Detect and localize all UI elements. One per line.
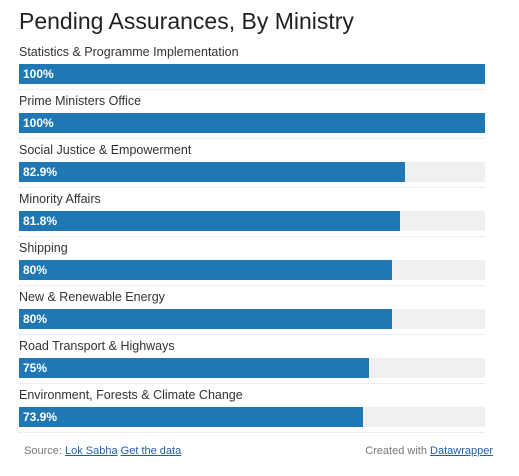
bar-track: 80% (19, 260, 485, 280)
bar-value-label: 80% (23, 312, 48, 326)
row-divider (19, 383, 485, 384)
created-label: Created with (365, 445, 427, 457)
category-label: Prime Ministers Office (19, 94, 142, 108)
row-divider (19, 334, 485, 335)
credit-line: Created with Datawrapper (365, 445, 493, 457)
row-divider (19, 187, 485, 188)
bar (19, 211, 401, 231)
category-label: Social Justice & Empowerment (19, 143, 192, 157)
bar (19, 358, 369, 378)
category-label: Road Transport & Highways (19, 339, 175, 353)
datawrapper-link[interactable]: Datawrapper (430, 445, 493, 457)
category-label: Minority Affairs (19, 192, 101, 206)
bar-row: Shipping 80% (19, 240, 485, 289)
bar-value-label: 82.9% (23, 165, 58, 179)
bar (19, 309, 392, 329)
category-label: Environment, Forests & Climate Change (19, 388, 243, 402)
row-divider (19, 138, 485, 139)
bar-value-label: 73.9% (23, 410, 58, 424)
bar (19, 260, 392, 280)
bar-row: Social Justice & Empowerment 82.9% (19, 142, 485, 191)
bar-row: Environment, Forests & Climate Change 73.… (19, 387, 485, 436)
bar-value-label: 80% (23, 263, 48, 277)
row-divider (19, 432, 485, 433)
source-label: Source: (24, 445, 62, 457)
chart-title: Pending Assurances, By Ministry (19, 8, 354, 34)
bar-track: 100% (19, 64, 485, 84)
row-divider (19, 236, 485, 237)
bar-track: 73.9% (19, 407, 485, 427)
bar-value-label: 100% (23, 67, 54, 81)
category-label: Statistics & Programme Implementation (19, 45, 239, 59)
bar-rows: Statistics & Programme Implementation 100… (19, 44, 485, 436)
bar (19, 162, 406, 182)
source-line: Source: Lok Sabha Get the data (24, 445, 181, 457)
category-label: New & Renewable Energy (19, 290, 165, 304)
bar-row: Road Transport & Highways 75% (19, 338, 485, 387)
bar-value-label: 81.8% (23, 214, 58, 228)
bar-track: 82.9% (19, 162, 485, 182)
get-data-link[interactable]: Get the data (120, 445, 182, 457)
bar-row: Statistics & Programme Implementation 100… (19, 44, 485, 93)
bar-track: 81.8% (19, 211, 485, 231)
row-divider (19, 285, 485, 286)
bar-row: New & Renewable Energy 80% (19, 289, 485, 338)
bar-track: 80% (19, 309, 485, 329)
bar-track: 100% (19, 113, 485, 133)
bar (19, 64, 485, 84)
row-divider (19, 89, 485, 90)
bar-row: Prime Ministers Office 100% (19, 93, 485, 142)
source-link[interactable]: Lok Sabha (64, 445, 118, 457)
bar (19, 407, 364, 427)
bar-track: 75% (19, 358, 485, 378)
bar (19, 113, 485, 133)
bar-row: Minority Affairs 81.8% (19, 191, 485, 240)
bar-value-label: 100% (23, 116, 54, 130)
category-label: Shipping (19, 241, 68, 255)
bar-value-label: 75% (23, 361, 48, 375)
